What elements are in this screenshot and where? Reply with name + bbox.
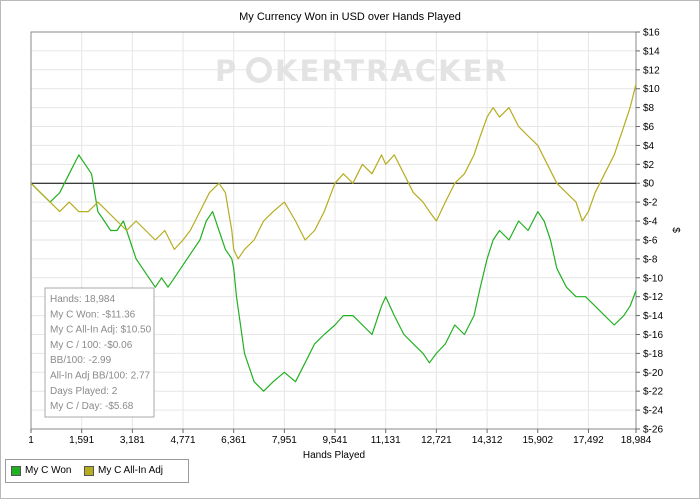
x-tick-label: 11,131 (371, 435, 401, 446)
y-tick-label: $-10 (643, 273, 663, 284)
y-tick-label: $-6 (643, 235, 658, 246)
y-tick-label: $4 (643, 141, 655, 152)
x-tick-label: 3,181 (120, 435, 145, 446)
y-tick-label: $-22 (643, 387, 663, 398)
y-tick-label: $0 (643, 179, 655, 190)
stats-box-background (44, 287, 155, 418)
stats-line: Hands: 18,984 (50, 294, 115, 305)
x-tick-label: 9,541 (323, 435, 348, 446)
watermark-text-right: KERTRACKER (275, 54, 509, 88)
series-line-allin (30, 83, 637, 260)
x-tick-label: 7,951 (272, 435, 297, 446)
y-tick-label: $-26 (643, 425, 663, 436)
legend: My C Won My C All-In Adj (5, 459, 189, 483)
x-axis-ticks: 1 1,591 3,181 4,771 6,361 7,951 9,541 11,131 12,… (28, 429, 652, 446)
watermark-text-left: P (215, 54, 238, 88)
y-tick-label: $-20 (643, 368, 663, 379)
watermark: P KERTRACKER (215, 54, 509, 88)
y-tick-label: $-2 (643, 198, 658, 209)
y-tick-label: $-4 (643, 217, 658, 228)
x-tick-label: 4,771 (171, 435, 196, 446)
y-tick-label: $-8 (643, 254, 658, 265)
x-tick-label: 6,361 (221, 435, 246, 446)
y-tick-label: $-14 (643, 311, 663, 322)
x-tick-label: 18,984 (621, 435, 652, 446)
x-tick-label: 1,591 (69, 435, 94, 446)
legend-item-allin: My C All-In Adj (84, 465, 163, 476)
y-tick-label: $-24 (643, 406, 663, 417)
y-tick-label: $10 (643, 84, 660, 95)
y-axis-ticks: $16 $14 $12 $10 $8 $6 $4 $2 $0 $-2 $-4 $-6 $-8 $-10 $-… (636, 28, 663, 436)
stats-line: My C Won: -$11.36 (50, 309, 136, 320)
chart-title: My Currency Won in USD over Hands Played (239, 11, 461, 23)
legend-item-won: My C Won (11, 465, 72, 476)
stats-line: My C All-In Adj: $10.50 (50, 325, 152, 336)
series-layer (30, 83, 637, 392)
y-axis-label: $ (670, 227, 681, 233)
y-tick-label: $16 (643, 28, 660, 39)
x-tick-label: 1 (28, 435, 34, 446)
legend-swatch-won (11, 465, 21, 476)
stats-line: Days Played: 2 (50, 386, 118, 397)
y-tick-label: $6 (643, 122, 655, 133)
y-tick-label: $-12 (643, 292, 663, 303)
y-tick-label: $-18 (643, 349, 663, 360)
stats-line: BB/100: -2.99 (50, 355, 112, 366)
stats-line: All-In Adj BB/100: 2.77 (50, 371, 151, 382)
watermark-chip-center-icon (251, 62, 267, 78)
stats-line: My C / 100: -$0.06 (50, 340, 133, 351)
series-line-won (30, 154, 637, 392)
x-tick-label: 15,902 (522, 435, 553, 446)
legend-swatch-allin (84, 465, 94, 476)
y-tick-label: $12 (643, 65, 660, 76)
x-axis-label: Hands Played (303, 450, 365, 461)
legend-label-allin: My C All-In Adj (98, 465, 164, 476)
y-tick-label: $8 (643, 103, 655, 114)
stats-box: Hands: 18,984 My C Won: -$11.36 My C All-I… (44, 287, 155, 418)
plot-area (30, 31, 637, 430)
legend-label-won: My C Won (25, 465, 72, 476)
y-tick-label: $14 (643, 46, 660, 57)
x-tick-label: 12,721 (421, 435, 452, 446)
x-tick-label: 14,312 (472, 435, 503, 446)
stats-line: My C / Day: -$5.68 (50, 401, 134, 412)
y-tick-label: $-16 (643, 330, 663, 341)
y-tick-label: $2 (643, 160, 655, 171)
x-tick-label: 17,492 (573, 435, 604, 446)
